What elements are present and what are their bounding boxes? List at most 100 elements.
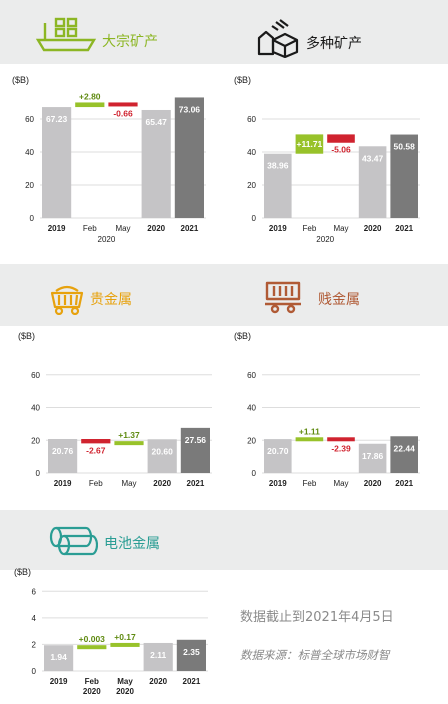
battery-x-tick-label: 2020 [149,677,167,686]
base-metals-chart: ($B) 0 20 40 60 20.70 2019 +1.11 Feb -2.39 May 17.8… [234,331,420,488]
precious-bar-0 [48,439,78,473]
bulk-x-tick-label: 2021 [181,224,199,233]
section-title-bulk: 大宗矿产 [102,34,158,50]
bulk-data-label-0: 67.23 [46,114,68,124]
battery-y-tick-label: 6 [32,587,37,596]
base-y-tick-label: 60 [247,371,256,380]
bulk-bar-2 [108,102,138,107]
battery-y-tick-label: 2 [32,640,37,649]
bulk-y-tick-label: 40 [25,148,34,157]
bulk-group-label: 2020 [98,235,116,244]
base-data-label-4: 22.44 [394,443,416,453]
bulk-x-tick-label: May [115,224,130,233]
precious-x-tick-label: 2019 [54,479,72,488]
diversified-y-tick-label: 40 [247,148,256,157]
diversified-y-tick-label: 60 [247,115,256,124]
battery-x-tick-label: 2019 [50,677,68,686]
header-band-top [0,0,448,64]
battery-x-tick-label: 2020 [83,687,101,696]
battery-cells-icon [49,526,98,556]
base-bar-1 [295,437,324,442]
precious-y-tick-label: 20 [31,436,40,445]
diversified-data-label-3: 43.47 [362,153,384,163]
battery-data-label-3: 2.11 [150,650,166,660]
diversified-x-tick-label: 2020 [364,224,382,233]
diversified-x-tick-label: 2019 [269,224,287,233]
base-x-tick-label: May [333,479,348,488]
precious-bar-2 [114,441,144,446]
diversified-minerals-chart: ($B) 0 20 40 60 38.96 2019 +11.71 Feb -5.06 May 43.… [234,75,420,244]
diversified-data-label-2: -5.06 [331,145,351,155]
precious-data-label-1: -2.67 [86,445,106,455]
diversified-data-label-4: 50.58 [394,142,416,152]
bulk-data-label-3: 65.47 [146,117,168,127]
base-x-tick-label: 2020 [364,479,382,488]
header-band-middle [0,264,448,326]
data-as-of-note: 数据截止到2021年4月5日 [240,610,394,625]
bulk-y-tick-label: 60 [25,115,34,124]
precious-x-tick-label: 2021 [187,479,205,488]
bulk-commodities-chart: ($B) 0 20 40 60 67.23 2019 +2.80 Feb -0.66 May 65.4… [12,75,206,244]
battery-data-label-0: 1.94 [50,652,67,662]
diversified-bar-3 [358,146,387,218]
battery-metals-chart: ($B)02461.942019+0.003Feb2020+0.17May202… [14,567,208,696]
precious-data-label-3: 20.60 [152,446,174,456]
mine-cart-gold-icon [50,285,84,315]
base-y-tick-label: 0 [252,469,257,478]
diversified-x-tick-label: 2021 [395,224,413,233]
bulk-y-tick-label: 0 [30,214,35,223]
base-x-tick-label: Feb [303,479,317,488]
precious-y-tick-label: 0 [36,469,41,478]
base-bar-2 [327,437,355,442]
mineral-blocks-icon [257,19,299,58]
battery-bar-0 [44,645,74,671]
base-bar-0 [264,439,292,473]
bulk-data-label-4: 73.06 [179,104,201,114]
battery-x-tick-label: 2020 [116,687,134,696]
base-data-label-0: 20.70 [267,446,289,456]
bulk-bar-0 [42,107,72,218]
precious-data-label-0: 20.76 [52,446,74,456]
battery-data-label-4: 2.35 [183,647,200,657]
bulk-y-tick-label: 20 [25,181,34,190]
data-source-note: 数据来源：标普全球市场财智 [240,648,390,662]
bulk-x-tick-label: Feb [83,224,97,233]
diversified-x-tick-label: May [333,224,348,233]
diversified-x-tick-label: Feb [303,224,317,233]
battery-bar-3 [143,642,173,671]
diversified-bar-1 [295,134,324,154]
battery-y-tick-label: 4 [32,614,37,623]
battery-y-axis-label: ($B) [14,567,31,577]
battery-data-label-2: +0.17 [114,632,136,642]
ship-icon [36,17,97,52]
diversified-y-axis-label: ($B) [234,75,251,85]
diversified-group-label: 2020 [316,235,334,244]
header-band-bottom [0,510,448,570]
bulk-y-axis-label: ($B) [12,75,29,85]
battery-y-tick-label: 0 [32,667,37,676]
section-title-diversified: 多种矿产 [306,36,362,52]
bulk-bar-4 [174,97,204,218]
precious-bar-4 [180,427,210,473]
base-data-label-3: 17.86 [362,451,384,461]
precious-bar-3 [147,439,177,473]
base-bar-3 [358,443,387,473]
battery-bar-1 [77,645,107,650]
precious-bar-1 [81,439,111,444]
base-y-tick-label: 20 [247,436,256,445]
precious-x-tick-label: 2020 [153,479,171,488]
base-data-label-1: +1.11 [299,426,320,436]
battery-bar-4 [176,639,206,671]
precious-metals-chart: ($B) 0 20 40 60 20.76 2019 -2.67 Feb +1.37 May 20.6… [18,331,212,488]
bulk-x-tick-label: 2020 [147,224,165,233]
precious-y-tick-label: 60 [31,371,40,380]
bulk-x-tick-label: 2019 [48,224,66,233]
precious-data-label-4: 27.56 [185,435,207,445]
section-title-precious: 贵金属 [90,292,132,308]
diversified-data-label-1: +11.71 [297,139,323,149]
diversified-y-tick-label: 0 [252,214,257,223]
base-bar-4 [390,436,418,473]
battery-bar-2 [110,642,140,647]
diversified-data-label-0: 38.96 [267,161,289,171]
battery-x-tick-label: Feb [85,677,99,686]
